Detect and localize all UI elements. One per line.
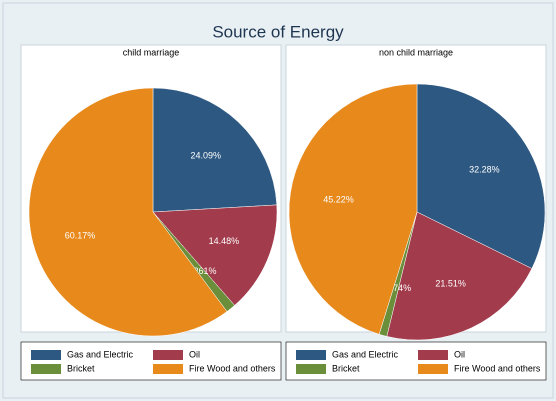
legend-swatch bbox=[153, 364, 183, 374]
legend-label: Bricket bbox=[67, 363, 95, 373]
pie-slice bbox=[288, 83, 418, 335]
legend-swatch bbox=[296, 350, 326, 360]
value-label: .9874% bbox=[381, 283, 412, 293]
legend-label: Bricket bbox=[332, 363, 360, 373]
legend-label: Fire Wood and others bbox=[454, 363, 541, 373]
legend-label: Oil bbox=[189, 349, 200, 359]
value-label: 21.51% bbox=[435, 278, 466, 288]
pie-slice bbox=[386, 211, 533, 341]
legend-box bbox=[20, 341, 282, 381]
legend-box bbox=[285, 341, 547, 381]
value-label: 14.48% bbox=[209, 236, 240, 246]
legend-label: Gas and Electric bbox=[67, 349, 134, 359]
pie-slice bbox=[28, 87, 228, 337]
value-label: 32.28% bbox=[469, 164, 500, 174]
value-label: 45.22% bbox=[323, 195, 354, 205]
legend-swatch bbox=[31, 350, 61, 360]
legend-label: Gas and Electric bbox=[332, 349, 399, 359]
legend-label: Fire Wood and others bbox=[189, 363, 276, 373]
legend-swatch bbox=[296, 364, 326, 374]
panel-title: non child marriage bbox=[379, 47, 453, 57]
value-label: 1.261% bbox=[186, 266, 217, 276]
legend-label: Oil bbox=[454, 349, 465, 359]
legend-swatch bbox=[31, 364, 61, 374]
panel-title: child marriage bbox=[123, 47, 180, 57]
pie-slice bbox=[416, 83, 546, 269]
legend-swatch bbox=[153, 350, 183, 360]
value-label: 24.09% bbox=[191, 150, 222, 160]
chart-title: Source of Energy bbox=[212, 22, 344, 41]
legend-swatch bbox=[418, 364, 448, 374]
pie-slice bbox=[152, 87, 278, 213]
value-label: 60.17% bbox=[65, 231, 96, 241]
pie-slice bbox=[152, 204, 278, 306]
legend-swatch bbox=[418, 350, 448, 360]
